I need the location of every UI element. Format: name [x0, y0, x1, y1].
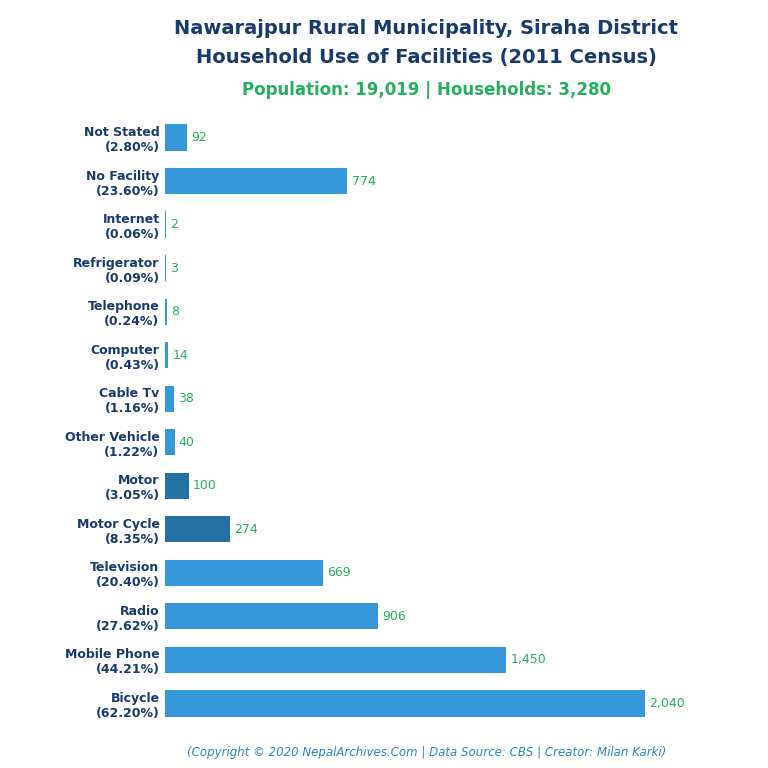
Text: Household Use of Facilities (2011 Census): Household Use of Facilities (2011 Census…	[196, 48, 657, 67]
Text: (Copyright © 2020 NepalArchives.Com | Data Source: CBS | Creator: Milan Karki): (Copyright © 2020 NepalArchives.Com | Da…	[187, 746, 666, 759]
Text: 2: 2	[170, 218, 177, 231]
Text: 906: 906	[382, 610, 406, 623]
Text: 2,040: 2,040	[650, 697, 685, 710]
Text: 92: 92	[191, 131, 207, 144]
Text: Nawarajpur Rural Municipality, Siraha District: Nawarajpur Rural Municipality, Siraha Di…	[174, 19, 678, 38]
Text: 38: 38	[178, 392, 194, 406]
Bar	[165, 299, 167, 325]
Bar	[165, 429, 174, 455]
Text: 100: 100	[193, 479, 217, 492]
Bar	[165, 124, 187, 151]
Text: 40: 40	[179, 435, 194, 449]
Text: 8: 8	[171, 305, 179, 318]
Bar	[165, 168, 347, 194]
Bar	[165, 647, 506, 673]
Text: 1,450: 1,450	[511, 654, 547, 667]
Bar	[165, 690, 645, 717]
Bar	[165, 560, 323, 586]
Text: 774: 774	[352, 174, 376, 187]
Text: 274: 274	[234, 523, 257, 536]
Bar	[165, 473, 189, 499]
Text: 669: 669	[327, 566, 350, 579]
Text: Population: 19,019 | Households: 3,280: Population: 19,019 | Households: 3,280	[242, 81, 611, 98]
Bar	[165, 386, 174, 412]
Bar	[165, 604, 379, 630]
Text: 14: 14	[173, 349, 188, 362]
Bar	[165, 342, 168, 368]
Bar	[165, 516, 230, 542]
Text: 3: 3	[170, 262, 178, 275]
